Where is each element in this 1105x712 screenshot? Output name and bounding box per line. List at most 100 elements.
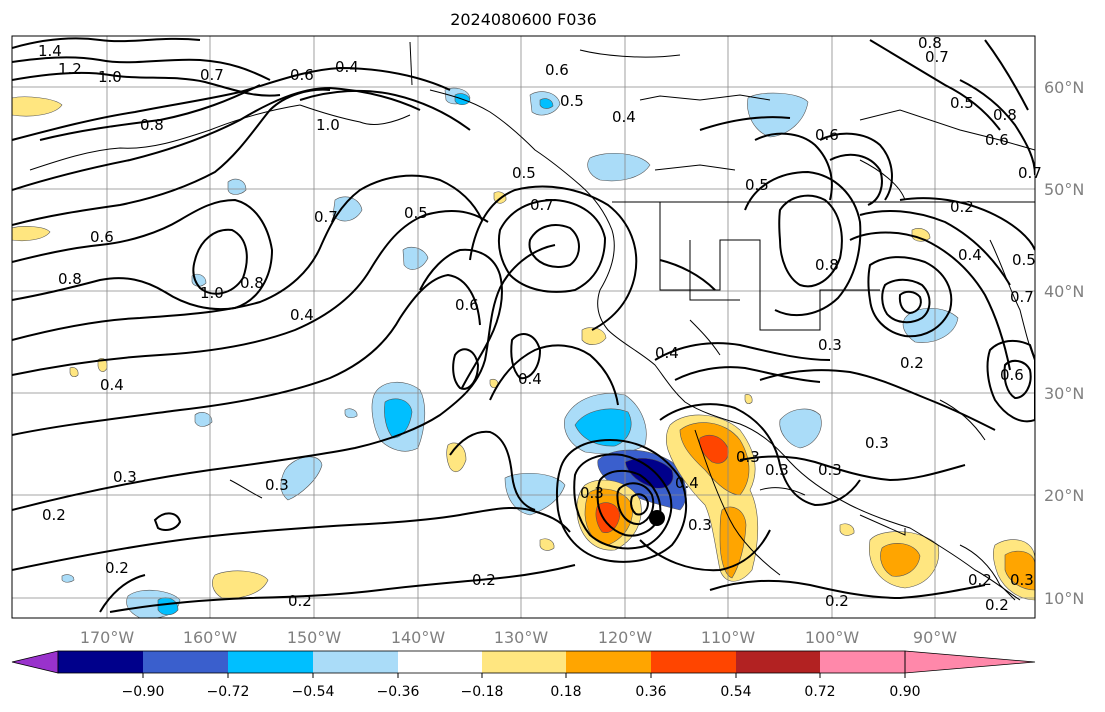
colorbar-segment [398,651,482,673]
lon-label: 90°W [913,628,957,647]
lon-label: 160°W [183,628,238,647]
contour-label: 0.3 [580,484,604,502]
longitude-labels: 170°W 160°W 150°W 140°W 130°W 120°W 110°… [80,628,957,647]
contour-label: 0.3 [818,336,842,354]
contour-label: 0.5 [950,94,974,112]
map-border [11,35,1036,619]
contour-label: 0.3 [113,468,137,486]
shaded-fields [12,87,1035,618]
lon-label: 100°W [805,628,860,647]
colorbar-extend-low [11,650,59,674]
coastlines [29,41,1035,601]
map-plot-area [12,36,1035,618]
colorbar-tick-label: −0.36 [377,684,420,700]
contour-label: 0.6 [985,131,1009,149]
contour-lines [12,37,1035,613]
lon-label: 170°W [80,628,135,647]
contour-label: 0.8 [918,34,942,52]
contour-label: 0.3 [1010,571,1034,589]
colorbar-tick-label: 0.90 [889,684,920,700]
contour-label: 0.8 [240,274,264,292]
colorbar-tick-label: 0.72 [804,684,835,700]
contour-label: 0.2 [900,354,924,372]
mid-blue-shading [157,93,632,616]
contour-label: 0.4 [518,370,542,388]
colorbar-segment [482,651,566,673]
colorbar: −0.90 −0.72 −0.54 −0.36 −0.18 0.18 0.36 … [11,650,1036,700]
contour-label: 0.6 [290,66,314,84]
contour-label: 0.4 [612,108,636,126]
lat-label: 10°N [1044,589,1084,608]
lat-label: 60°N [1044,78,1084,97]
contour-label: 0.7 [530,196,554,214]
contour-label: 0.2 [472,571,496,589]
lat-label: 50°N [1044,180,1084,199]
contour-label: 0.5 [745,176,769,194]
colorbar-segment [228,651,313,673]
contour-label: 0.5 [1012,251,1036,269]
lat-label: 20°N [1044,486,1084,505]
colorbar-segment [651,651,736,673]
latitude-labels: 60°N 50°N 40°N 30°N 20°N 10°N [1044,78,1084,608]
contour-label: 0.4 [655,344,679,362]
lat-label: 30°N [1044,384,1084,403]
contour-label: 1.0 [98,68,122,86]
contour-label: 0.5 [560,92,584,110]
contour-label: 0.7 [1010,288,1034,306]
contour-label: 0.4 [335,58,359,76]
contour-label: 0.3 [765,461,789,479]
colorbar-tick-label: −0.72 [207,684,250,700]
contour-label: 0.3 [265,476,289,494]
contour-label: 0.8 [140,116,164,134]
contour-labels: 1.4 1.2 1.0 0.8 0.7 0.6 0.6 0.4 0.5 0.5 … [38,34,1042,614]
colorbar-extend-high [904,650,1036,674]
lon-label: 130°W [494,628,549,647]
lon-label: 150°W [287,628,342,647]
contour-label: 0.6 [90,228,114,246]
contour-label: 0.6 [455,296,479,314]
contour-label: 0.3 [818,461,842,479]
contour-label: 0.8 [815,256,839,274]
contour-label: 0.8 [993,106,1017,124]
navy-shading [624,457,674,489]
contour-label: 1.0 [200,284,224,302]
colorbar-tick-label: 0.54 [720,684,751,700]
contour-label: 0.5 [404,204,428,222]
contour-label: 0.2 [950,198,974,216]
colorbar-segment [736,651,820,673]
lon-label: 110°W [701,628,756,647]
contour-label: 0.5 [512,164,536,182]
contour-label: 0.7 [925,48,949,66]
contour-label: 0.4 [675,474,699,492]
lat-label: 40°N [1044,282,1084,301]
contour-label: 0.2 [825,592,849,610]
contour-label: 0.4 [290,306,314,324]
colorbar-segment [58,651,143,673]
colorbar-tick-label: −0.54 [292,684,335,700]
colorbar-tick-label: 0.36 [635,684,666,700]
contour-label: 0.3 [688,516,712,534]
contour-label: 1.0 [316,116,340,134]
storm-center-marker [649,510,665,526]
colorbar-segment [820,651,905,673]
lon-label: 120°W [598,628,653,647]
contour-label: 0.6 [545,61,569,79]
lon-label: 140°W [391,628,446,647]
contour-label: 0.3 [736,448,760,466]
contour-label: 1.2 [58,60,82,78]
contour-label: 0.3 [865,434,889,452]
contour-label: 0.7 [314,208,338,226]
contour-label: 0.8 [58,270,82,288]
contour-label: 0.7 [1018,164,1042,182]
contour-label: 1.4 [38,42,62,60]
graticule [12,36,1035,618]
contour-label: 0.7 [200,66,224,84]
contour-label: 0.2 [105,559,129,577]
colorbar-tick-label: 0.18 [550,684,581,700]
colorbar-segment [313,651,398,673]
contour-label: 0.2 [968,571,992,589]
contour-label: 0.2 [288,592,312,610]
contour-label: 0.2 [42,506,66,524]
colorbar-segment [566,651,651,673]
